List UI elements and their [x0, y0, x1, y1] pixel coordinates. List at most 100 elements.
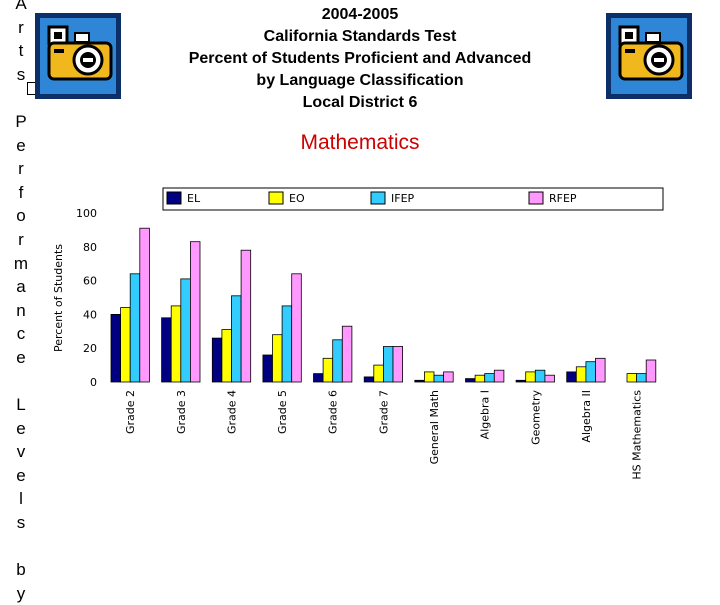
bar-rfep-grade-4	[240, 249, 252, 383]
bar-el-grade-7	[363, 376, 375, 383]
side-letter: e	[16, 135, 26, 155]
side-letter: s	[16, 513, 26, 533]
bar-eo-general-math	[423, 371, 435, 383]
bar-rfep-grade-6	[341, 325, 353, 383]
side-letter: y	[16, 583, 26, 603]
bar-chart: EL EO IFEP RFEP 0 20 40 60 80 100 Grade 2 Grade 3…	[52, 187, 664, 480]
camera-icon	[35, 13, 121, 99]
side-letter: v	[16, 442, 26, 462]
bar-rfep-hs-mathematics	[645, 359, 657, 383]
y-axis-label: Percent of Students	[52, 244, 65, 352]
bar-eo-grade-5	[272, 334, 283, 383]
x-category-label: Grade 2	[124, 390, 137, 434]
bar-el-grade-5	[262, 354, 273, 383]
side-letter: A	[15, 0, 27, 13]
bar-el-geometry	[515, 379, 527, 383]
legend-swatch-rfep	[528, 191, 544, 205]
side-letter: s	[16, 64, 26, 84]
bar-rfep-grade-2	[139, 227, 150, 383]
bar-el-grade-3	[161, 317, 172, 383]
legend-label-eo: EO	[289, 192, 305, 205]
side-letter: a	[16, 277, 26, 297]
side-letter: l	[19, 489, 23, 509]
x-category-label: Algebra I	[479, 390, 492, 439]
bar-rfep-grade-7	[392, 346, 404, 383]
x-category-label: Grade 3	[175, 390, 188, 434]
side-letter: r	[18, 17, 24, 37]
bar-eo-grade-6	[322, 357, 334, 383]
side-letter: P	[15, 111, 27, 131]
legend-label-ifep: IFEP	[391, 192, 415, 205]
y-tick-label: 20	[83, 342, 97, 355]
bar-rfep-geometry	[544, 374, 555, 383]
x-category-label: Geometry	[529, 390, 542, 445]
y-tick-label: 60	[83, 275, 97, 288]
side-letter: t	[18, 41, 24, 61]
bar-ifep-grade-6	[332, 339, 343, 383]
bar-rfep-general-math	[443, 371, 454, 383]
legend-label-el: EL	[187, 192, 201, 205]
bar-el-grade-2	[110, 313, 122, 383]
legend-swatch-eo	[268, 191, 284, 205]
side-letter: L	[16, 395, 26, 415]
side-letter: e	[16, 465, 26, 485]
legend-label-rfep: RFEP	[549, 192, 577, 205]
title-line: Local District 6	[302, 94, 418, 111]
x-category-label: HS Mathematics	[631, 390, 644, 480]
bar-eo-geometry	[525, 371, 536, 383]
y-tick-label: 0	[90, 376, 97, 389]
side-letter: f	[18, 182, 24, 202]
camera-icon	[606, 13, 692, 99]
bar-ifep-algebra-ii	[585, 361, 596, 383]
side-letter: b	[16, 560, 26, 580]
legend-swatch-ifep	[370, 191, 386, 205]
bar-eo-hs-mathematics	[626, 373, 638, 383]
bar-eo-grade-2	[120, 307, 131, 383]
bar-ifep-general-math	[433, 374, 445, 383]
bar-ifep-grade-3	[180, 278, 191, 383]
title-line: California Standards Test	[263, 28, 457, 45]
bar-ifep-hs-mathematics	[636, 373, 647, 383]
bar-ifep-grade-7	[382, 346, 394, 383]
side-letter: r	[18, 159, 24, 179]
bar-ifep-grade-5	[281, 305, 293, 383]
x-category-label: General Math	[428, 390, 441, 464]
y-tick-label: 100	[76, 207, 97, 220]
bar-eo-grade-4	[221, 329, 232, 383]
bar-rfep-grade-3	[189, 241, 201, 383]
side-letter: c	[16, 324, 26, 344]
y-tick-label: 40	[83, 308, 97, 321]
side-letter: n	[16, 300, 26, 320]
bar-rfep-algebra-i	[493, 369, 505, 383]
y-tick-label: 80	[83, 241, 97, 254]
chart-subject-title: Mathematics	[300, 131, 420, 154]
side-letter: e	[16, 347, 26, 367]
x-category-label: Grade 5	[276, 390, 289, 434]
x-category-label: Grade 4	[226, 390, 239, 434]
bar-el-algebra-ii	[566, 371, 577, 383]
bar-ifep-grade-2	[129, 273, 141, 383]
side-letter: m	[13, 253, 29, 273]
bar-el-grade-4	[211, 337, 223, 383]
legend-swatch-el	[166, 191, 182, 205]
bar-rfep-algebra-ii	[595, 357, 606, 383]
bar-el-grade-6	[313, 373, 324, 383]
bar-eo-algebra-ii	[575, 366, 587, 383]
bar-eo-algebra-i	[474, 374, 486, 383]
title-line: 2004-2005	[321, 6, 399, 23]
title-line: Percent of Students Proficient and Advan…	[188, 50, 532, 67]
side-letter: r	[18, 229, 24, 249]
bar-eo-grade-7	[373, 364, 384, 383]
x-category-label: Grade 6	[327, 390, 340, 434]
bar-ifep-algebra-i	[484, 373, 495, 383]
side-letter: e	[16, 418, 26, 438]
bar-rfep-grade-5	[291, 273, 302, 383]
bar-eo-grade-3	[170, 305, 182, 383]
bar-ifep-grade-4	[231, 295, 242, 383]
bar-ifep-geometry	[534, 369, 546, 383]
title-line: by Language Classification	[256, 72, 464, 89]
x-category-label: Algebra II	[580, 390, 593, 443]
bar-el-general-math	[414, 379, 425, 383]
title-block: 2004-2005 California Standards Test Perc…	[140, 4, 580, 114]
side-letter: o	[16, 206, 26, 226]
